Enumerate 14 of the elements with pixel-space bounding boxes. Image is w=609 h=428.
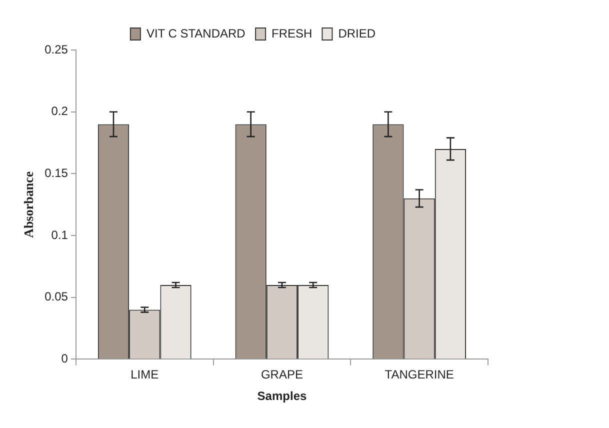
y-tick-label: 0 bbox=[61, 352, 68, 366]
y-axis-title: Absorbance bbox=[21, 171, 36, 238]
y-tick-label: 0.1 bbox=[51, 228, 68, 242]
y-tick-label: 0.15 bbox=[44, 166, 68, 180]
legend-label: FRESH bbox=[272, 26, 312, 40]
y-tick-label: 0.25 bbox=[44, 42, 68, 56]
y-tick-label: 0.2 bbox=[51, 104, 68, 118]
x-tick-label: GRAPE bbox=[260, 368, 303, 382]
y-tick-label: 0.05 bbox=[44, 290, 68, 304]
legend-label: DRIED bbox=[338, 26, 376, 40]
legend-label: VIT C STANDARD bbox=[146, 26, 246, 40]
x-axis-title: Samples bbox=[257, 389, 307, 404]
x-tick-label: TANGERINE bbox=[384, 368, 454, 382]
x-tick-label: LIME bbox=[130, 368, 159, 382]
